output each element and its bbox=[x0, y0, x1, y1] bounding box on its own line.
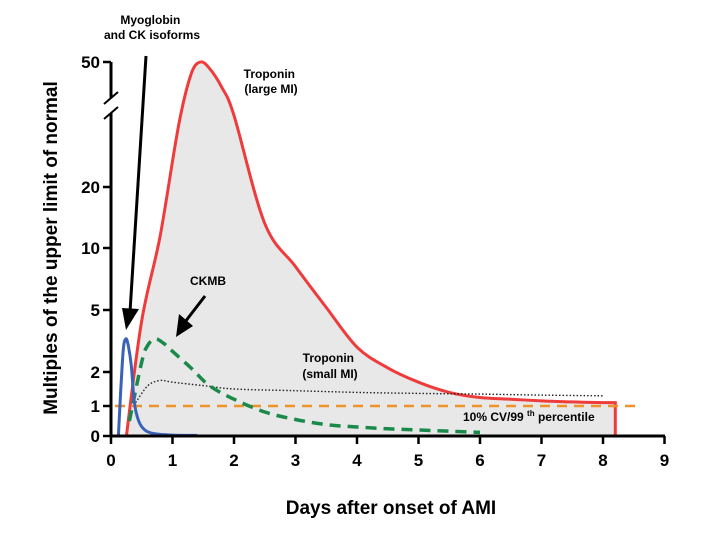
x-tick-label: 6 bbox=[475, 451, 484, 470]
myoglobin-arrow-head bbox=[122, 308, 139, 330]
troponin-small-mi-label: Troponin (small MI) bbox=[302, 351, 357, 381]
x-tick-label: 4 bbox=[352, 451, 362, 470]
ckmb-label: CKMB bbox=[190, 274, 226, 288]
troponin-large-mi-label: Troponin (large MI) bbox=[244, 67, 299, 96]
x-tick-label: 5 bbox=[414, 451, 423, 470]
ckmb-arrow-head bbox=[176, 314, 193, 337]
myoglobin-label-line1: Myoglobin bbox=[120, 13, 180, 27]
troponin-large-mi-label-line1: Troponin bbox=[244, 67, 295, 81]
y-tick-label: 1 bbox=[91, 397, 100, 416]
y-axis-title: Multiples of the upper limit of normal bbox=[41, 81, 62, 415]
myoglobin-arrow-shaft bbox=[128, 55, 148, 313]
y-tick-label: 2 bbox=[91, 363, 100, 382]
axes: 0 1 2 3 4 5 6 7 8 9 0 1 2 5 10 20 50 bbox=[81, 53, 669, 470]
reference-line-label: 10% CV/99 th percentile bbox=[463, 409, 595, 424]
x-tick-label: 0 bbox=[106, 451, 115, 470]
troponin-large-mi-line bbox=[124, 60, 617, 437]
troponin-small-mi-label-line2: (small MI) bbox=[302, 367, 357, 381]
myoglobin-label: Myoglobin and CK isoforms bbox=[104, 13, 200, 42]
x-tick-label: 3 bbox=[291, 451, 300, 470]
reference-line-label-text: 10% CV/99 bbox=[463, 410, 524, 424]
y-tick-label: 10 bbox=[81, 239, 100, 258]
x-tick-label: 7 bbox=[537, 451, 546, 470]
myoglobin-label-line2: and CK isoforms bbox=[104, 28, 200, 42]
ckmb-line bbox=[127, 337, 481, 435]
y-tick-label: 20 bbox=[81, 178, 100, 197]
y-tick-label: 50 bbox=[81, 53, 100, 72]
troponin-large-mi-area bbox=[126, 61, 616, 437]
troponin-small-mi-label-line1: Troponin bbox=[303, 351, 354, 365]
ckmb-arrow-shaft bbox=[183, 295, 207, 323]
x-tick-label: 2 bbox=[229, 451, 238, 470]
x-tick-label: 1 bbox=[168, 451, 177, 470]
y-tick-label: 5 bbox=[91, 301, 100, 320]
reference-line-label-rest: percentile bbox=[535, 410, 595, 424]
y-axis-break-mark bbox=[103, 91, 119, 105]
x-axis-title: Days after onset of AMI bbox=[286, 498, 496, 519]
y-axis-break-mark bbox=[103, 106, 119, 120]
reference-line-label-superscript: th bbox=[527, 409, 535, 418]
x-tick-label: 8 bbox=[598, 451, 607, 470]
x-tick-label: 9 bbox=[660, 451, 669, 470]
troponin-large-mi-label-line2: (large MI) bbox=[244, 82, 297, 96]
myoglobin-line bbox=[116, 337, 198, 437]
troponin-small-mi-line bbox=[135, 379, 604, 404]
y-tick-label: 0 bbox=[91, 427, 100, 446]
